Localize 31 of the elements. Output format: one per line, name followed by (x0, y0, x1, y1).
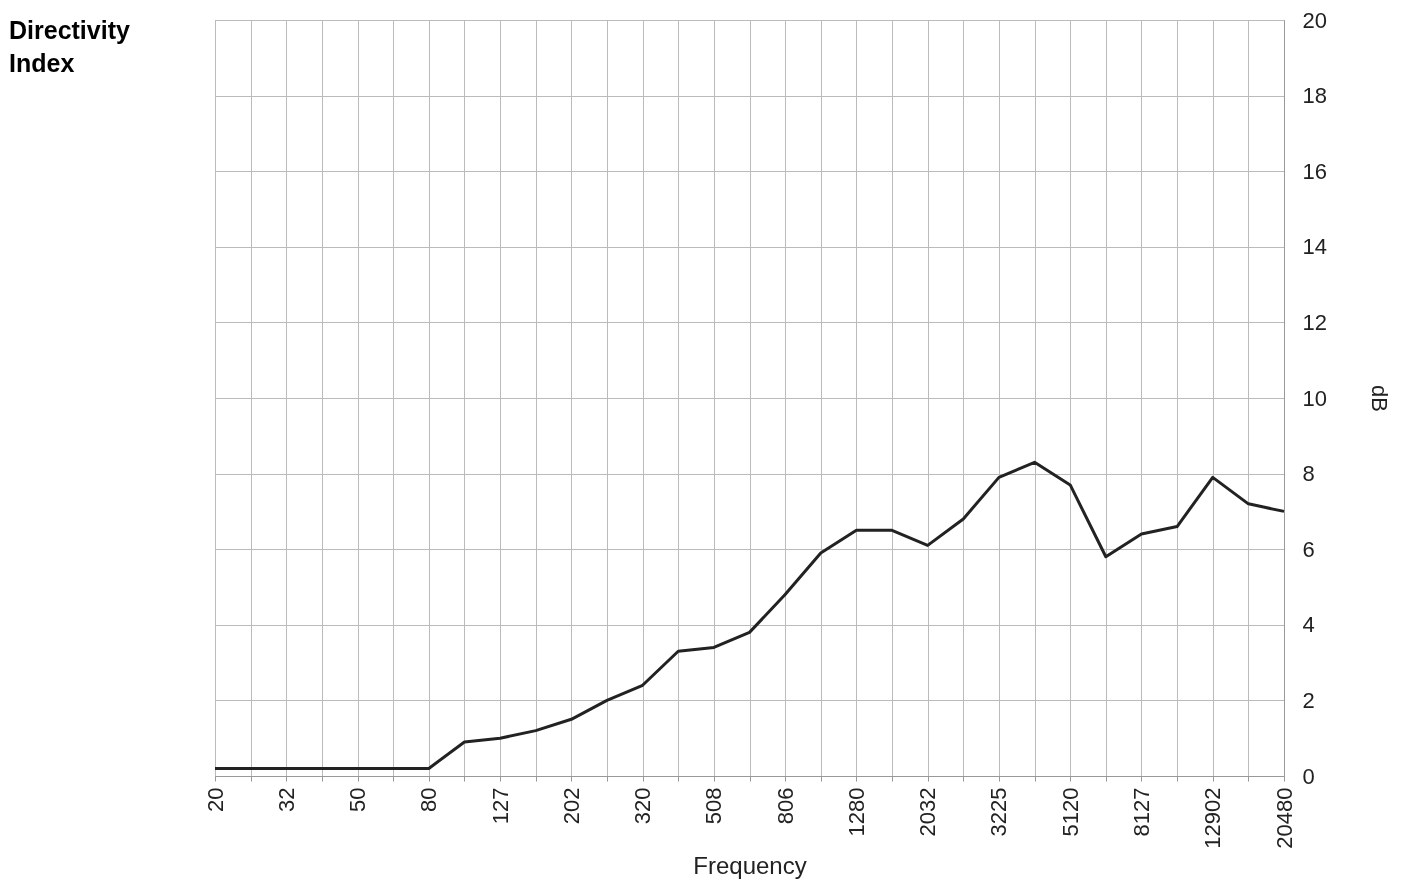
x-tick-label: 320 (630, 787, 656, 825)
y-tick-label: 14 (1302, 234, 1327, 260)
line-series (213, 460, 1286, 770)
text: Directivity Index (9, 15, 131, 79)
y-tick-label: 20 (1302, 7, 1327, 33)
x-tick-label: 20480 (1271, 787, 1297, 849)
y-tick-label: 2 (1302, 687, 1315, 713)
y-tick-label: 0 (1302, 763, 1315, 789)
x-tick-label: 806 (772, 787, 798, 825)
x-tick-label: 20 (202, 787, 228, 812)
x-tick-label: 3225 (986, 787, 1012, 837)
x-tick-label: 508 (701, 787, 727, 825)
x-tick-label: 202 (558, 787, 584, 825)
x-axis-title: Frequency (693, 851, 807, 879)
x-tick-label: 8127 (1128, 787, 1154, 837)
y-tick-label: 18 (1302, 83, 1327, 109)
y-tick-label: 6 (1302, 536, 1315, 562)
x-tick-label: 127 (487, 787, 513, 825)
x-tick-label: 50 (345, 787, 371, 812)
y-tick-label: 8 (1302, 461, 1315, 487)
x-tick-label: 32 (273, 787, 299, 812)
x-tick-label: 5120 (1057, 787, 1083, 837)
y-tick-label: 4 (1302, 612, 1315, 638)
y-tick-label: 16 (1302, 158, 1327, 184)
y-axis-title: dB (1366, 385, 1392, 412)
y-tick-label: 10 (1302, 385, 1327, 411)
x-tick-label: 2032 (915, 787, 941, 837)
x-tick-label: 12902 (1200, 787, 1226, 849)
y-tick-label: 12 (1302, 309, 1327, 335)
x-tick-label: 80 (416, 787, 442, 812)
x-tick-label: 1280 (843, 787, 869, 837)
